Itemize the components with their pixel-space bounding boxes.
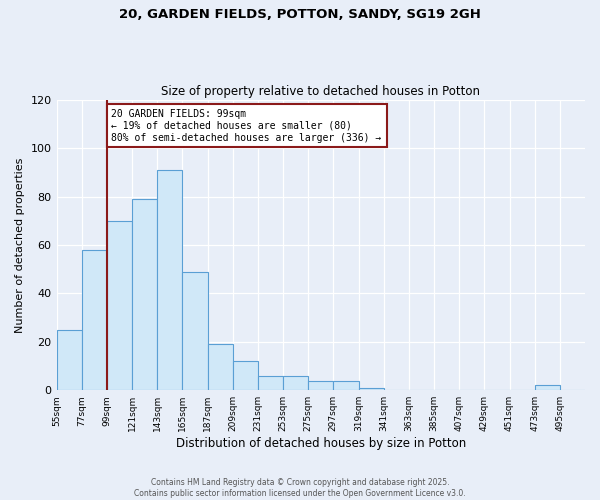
Text: Contains HM Land Registry data © Crown copyright and database right 2025.
Contai: Contains HM Land Registry data © Crown c… xyxy=(134,478,466,498)
Bar xyxy=(182,272,208,390)
X-axis label: Distribution of detached houses by size in Potton: Distribution of detached houses by size … xyxy=(176,437,466,450)
Bar xyxy=(107,220,132,390)
Title: Size of property relative to detached houses in Potton: Size of property relative to detached ho… xyxy=(161,86,480,98)
Bar xyxy=(308,380,334,390)
Bar xyxy=(359,388,383,390)
Bar xyxy=(82,250,107,390)
Bar xyxy=(334,380,359,390)
Bar xyxy=(132,199,157,390)
Text: 20, GARDEN FIELDS, POTTON, SANDY, SG19 2GH: 20, GARDEN FIELDS, POTTON, SANDY, SG19 2… xyxy=(119,8,481,20)
Text: 20 GARDEN FIELDS: 99sqm
← 19% of detached houses are smaller (80)
80% of semi-de: 20 GARDEN FIELDS: 99sqm ← 19% of detache… xyxy=(112,110,382,142)
Y-axis label: Number of detached properties: Number of detached properties xyxy=(15,157,25,332)
Bar xyxy=(535,386,560,390)
Bar xyxy=(233,361,258,390)
Bar xyxy=(283,376,308,390)
Bar xyxy=(56,330,82,390)
Bar xyxy=(258,376,283,390)
Bar xyxy=(208,344,233,390)
Bar xyxy=(157,170,182,390)
